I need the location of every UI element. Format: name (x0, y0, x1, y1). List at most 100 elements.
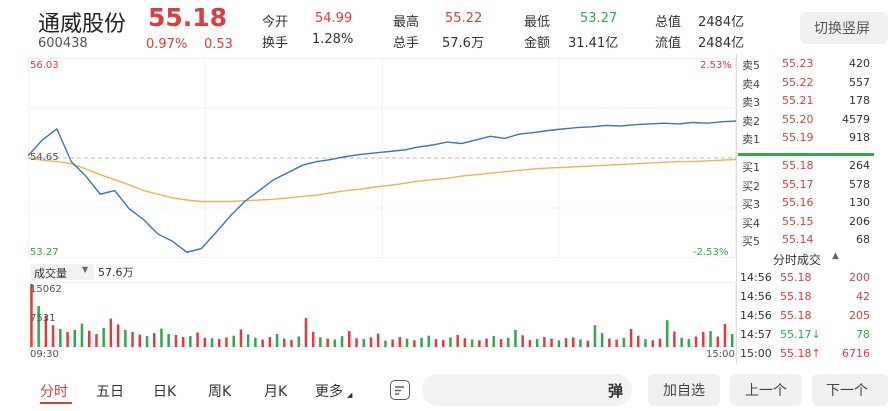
volume-bar (637, 335, 640, 347)
volume-bar (37, 306, 40, 347)
price-chart[interactable] (28, 58, 736, 258)
tab-five-day[interactable]: 五日 (96, 384, 124, 400)
volume-bar (304, 318, 308, 347)
volume-bar (283, 338, 286, 347)
volume-bar (615, 339, 618, 347)
bid-level: 买2 (742, 179, 760, 193)
volume-bar (557, 340, 561, 347)
volume-bar (355, 338, 358, 347)
total-value: 2484亿 (698, 15, 745, 30)
trade-volume: 200 (849, 271, 870, 284)
add-watchlist-button[interactable]: 加自选 (648, 374, 720, 406)
average-price-line (28, 157, 736, 203)
stock-price: 55.18 (148, 3, 228, 32)
volume-selector[interactable]: 成交量 ▼ (30, 264, 94, 280)
x-axis-start: 09:30 (30, 349, 59, 360)
bid-volume: 578 (849, 177, 870, 191)
ask-row: 卖1 55.19 918 (738, 131, 870, 149)
volume-bar (730, 334, 734, 347)
change-amount: 0.53 (204, 37, 233, 52)
price-line (28, 120, 736, 253)
volume-bar (30, 284, 33, 347)
bid-price: 55.16 (782, 196, 814, 209)
ask-volume: 918 (849, 131, 870, 144)
amount-value: 31.41亿 (568, 36, 619, 51)
volume-bar (311, 331, 315, 347)
volume-bar (95, 334, 98, 347)
bid-price: 55.17 (782, 177, 814, 191)
y-axis-mid: 54.65 (30, 152, 59, 163)
bid-level: 买4 (742, 216, 760, 230)
trade-volume: 78 (856, 328, 870, 341)
volume-bar (131, 331, 134, 347)
switch-portrait-button[interactable]: 切换竖屏 (800, 12, 888, 44)
ask-price: 55.23 (782, 57, 814, 70)
ask-row: 卖5 55.23 420 (738, 57, 870, 75)
bid-volume: 68 (856, 233, 870, 246)
volume-bar (261, 339, 264, 347)
previous-button[interactable]: 上一个 (730, 374, 802, 406)
open-value: 54.99 (315, 11, 353, 26)
tab-intraday-underline (40, 402, 72, 404)
collapse-caret-icon[interactable]: ▲ (832, 251, 839, 261)
volume-bar (232, 335, 235, 347)
trade-price: 55.18↑ (780, 347, 821, 360)
volume-bar (593, 325, 597, 347)
volume-bar (218, 339, 221, 347)
note-icon[interactable] (390, 380, 410, 400)
volume-bar (225, 337, 228, 347)
volume-bar (521, 335, 524, 347)
danmu-input[interactable] (422, 374, 632, 406)
bid-volume: 130 (849, 196, 870, 209)
trade-price: 55.18 (780, 271, 812, 284)
volume-bar (622, 337, 626, 347)
volume-bar (348, 331, 351, 347)
tab-monthly-k[interactable]: 月K (264, 384, 288, 400)
high-label: 最高 (393, 15, 420, 30)
amount-label: 金额 (524, 36, 551, 51)
tab-weekly-k[interactable]: 周K (208, 384, 232, 400)
turnover-label: 换手 (262, 36, 289, 51)
volume-bar (167, 334, 170, 347)
volume-bar (254, 337, 257, 347)
more-arrow-icon: ◢ (347, 391, 353, 399)
ask-row: 卖3 55.21 178 (738, 94, 870, 112)
change-percent: 0.97% (146, 37, 188, 52)
bid-price: 55.18 (782, 159, 814, 172)
volume-bar (268, 337, 272, 347)
trade-time: 15:00 (740, 347, 772, 360)
trade-volume: 42 (856, 290, 870, 303)
volume-bar (88, 330, 91, 347)
volume-bar (369, 337, 373, 347)
volume-bar (456, 334, 459, 347)
volume-label: 总手 (393, 36, 420, 51)
low-label: 最低 (524, 15, 551, 30)
x-axis-end: 15:00 (706, 349, 735, 360)
trade-volume: 205 (849, 309, 870, 322)
ask-price: 55.19 (782, 131, 814, 144)
volume-bar (384, 340, 387, 347)
volume-bar (658, 338, 662, 347)
bid-level: 买1 (742, 161, 760, 174)
bid-volume: 264 (849, 159, 870, 172)
tab-more[interactable]: 更多 (315, 384, 343, 400)
tab-intraday[interactable]: 分时 (40, 384, 68, 400)
volume-chart[interactable] (28, 282, 736, 347)
bid-level: 买3 (742, 198, 760, 211)
trade-time: 14:57 (740, 328, 772, 341)
trade-row: 14:56 55.18 205 (738, 309, 870, 327)
volume-bar (687, 339, 691, 347)
volume-bar (535, 339, 539, 347)
danmu-icon[interactable]: 弹 (608, 382, 624, 400)
turnover-value: 1.28% (312, 32, 354, 47)
tab-daily-k[interactable]: 日K (153, 384, 177, 400)
volume-bar (297, 336, 300, 347)
next-button[interactable]: 下一个 (812, 374, 888, 406)
volume-bar (210, 338, 214, 347)
volume-bar (376, 333, 380, 347)
ask-price: 55.20 (782, 112, 814, 126)
bid-row: 买1 55.18 264 (738, 159, 870, 177)
volume-bar (564, 338, 568, 347)
open-label: 今开 (262, 15, 289, 30)
volume-bar (514, 329, 517, 347)
